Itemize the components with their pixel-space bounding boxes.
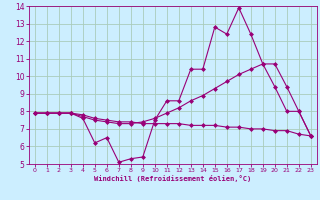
X-axis label: Windchill (Refroidissement éolien,°C): Windchill (Refroidissement éolien,°C) — [94, 175, 252, 182]
